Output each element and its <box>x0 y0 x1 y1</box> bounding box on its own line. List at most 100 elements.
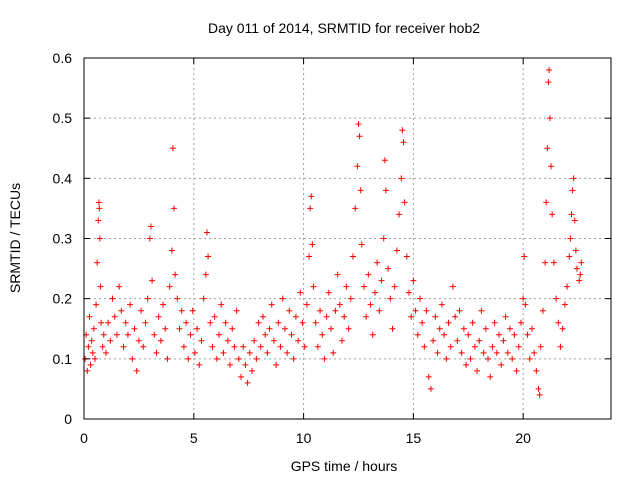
data-point <box>454 337 461 344</box>
data-point <box>312 319 319 326</box>
data-point <box>539 307 546 314</box>
data-point <box>98 319 105 326</box>
y-tick-label: 0.3 <box>53 231 73 247</box>
data-point <box>93 301 100 308</box>
data-point <box>157 337 164 344</box>
data-point <box>478 307 485 314</box>
data-point <box>405 289 412 296</box>
data-point <box>147 223 154 230</box>
data-point <box>441 331 448 338</box>
data-point <box>378 277 385 284</box>
data-point <box>528 325 535 332</box>
y-tick-label: 0 <box>64 411 72 427</box>
data-point <box>90 325 97 332</box>
data-point <box>209 343 216 350</box>
data-point <box>205 253 212 260</box>
data-point <box>151 331 158 338</box>
data-point <box>111 313 118 320</box>
data-point <box>498 361 505 368</box>
data-point <box>408 313 415 320</box>
data-point <box>94 259 101 266</box>
data-point <box>371 289 378 296</box>
data-point <box>149 277 156 284</box>
data-point <box>399 127 406 134</box>
data-point <box>365 271 372 278</box>
data-point <box>332 307 339 314</box>
data-point <box>124 331 131 338</box>
data-point <box>277 343 284 350</box>
data-point <box>194 325 201 332</box>
data-point <box>262 331 269 338</box>
data-point <box>85 343 92 350</box>
data-point <box>100 331 107 338</box>
data-point <box>363 313 370 320</box>
data-point <box>231 343 238 350</box>
data-point <box>306 253 313 260</box>
data-point <box>328 325 335 332</box>
data-point <box>536 391 543 398</box>
data-point <box>393 247 400 254</box>
data-point <box>526 355 533 362</box>
data-point <box>569 187 576 194</box>
data-point <box>200 295 207 302</box>
data-point <box>242 361 249 368</box>
data-point <box>87 361 94 368</box>
data-point <box>545 79 552 86</box>
data-point <box>224 337 231 344</box>
data-point <box>330 349 337 356</box>
data-point <box>172 271 179 278</box>
data-point <box>297 289 304 296</box>
data-point <box>198 337 205 344</box>
data-point <box>460 325 467 332</box>
data-point <box>493 349 500 356</box>
data-point <box>559 325 566 332</box>
y-axis-label: SRMTID / TECUs <box>7 183 23 293</box>
data-point <box>162 325 169 332</box>
data-point <box>355 121 362 128</box>
data-point <box>336 301 343 308</box>
data-point <box>391 283 398 290</box>
data-point <box>401 199 408 206</box>
data-point <box>443 355 450 362</box>
data-point <box>301 343 308 350</box>
data-point <box>509 355 516 362</box>
data-point <box>537 343 544 350</box>
data-point <box>207 319 214 326</box>
data-point <box>84 367 91 374</box>
data-point <box>86 313 93 320</box>
data-point <box>389 325 396 332</box>
data-point <box>465 331 472 338</box>
data-point <box>423 307 430 314</box>
data-point <box>487 373 494 380</box>
data-point <box>290 355 297 362</box>
data-point <box>564 283 571 290</box>
data-point <box>412 307 419 314</box>
data-point <box>168 247 175 254</box>
data-point <box>95 199 102 206</box>
data-point <box>113 331 120 338</box>
data-point <box>432 313 439 320</box>
data-point <box>382 187 389 194</box>
data-point <box>133 367 140 374</box>
data-point <box>566 253 573 260</box>
y-tick-label: 0.2 <box>53 291 73 307</box>
data-point <box>325 289 332 296</box>
data-point <box>430 337 437 344</box>
data-point <box>88 337 95 344</box>
data-point <box>270 337 277 344</box>
data-point <box>127 301 134 308</box>
data-point <box>308 193 315 200</box>
data-point <box>323 313 330 320</box>
data-point <box>358 241 365 248</box>
data-point <box>480 349 487 356</box>
data-point <box>572 247 579 254</box>
data-point <box>476 337 483 344</box>
data-point <box>299 319 306 326</box>
y-tick-label: 0.5 <box>53 110 73 126</box>
data-point <box>491 319 498 326</box>
data-point <box>376 307 383 314</box>
y-tick-label: 0.4 <box>53 170 73 186</box>
data-point <box>166 283 173 290</box>
data-point <box>171 205 178 212</box>
